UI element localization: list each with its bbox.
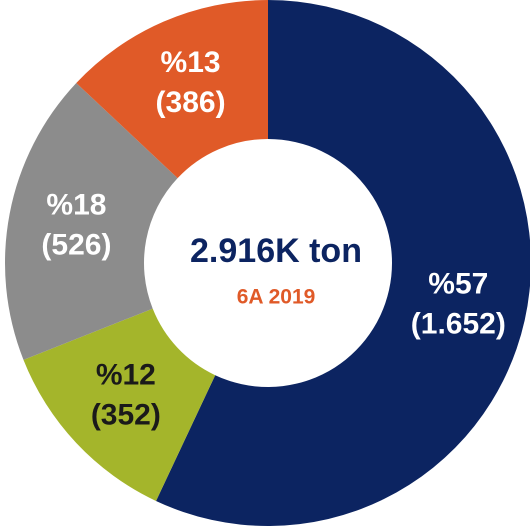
amount-label: (386) — [156, 86, 226, 119]
center-title: 2.916K ton — [190, 232, 362, 270]
center-subtitle: 6A 2019 — [237, 286, 316, 309]
donut-segment — [4, 82, 178, 360]
segments — [4, 0, 530, 526]
donut-segment — [76, 0, 268, 179]
data-label: %13 — [161, 46, 221, 79]
data-label: %18 — [46, 188, 106, 221]
amount-label: (1.652) — [411, 307, 506, 340]
donut-segment — [23, 308, 216, 501]
donut-segment — [156, 0, 530, 526]
amount-label: (526) — [41, 228, 111, 261]
data-label: %57 — [428, 267, 488, 300]
data-label: %12 — [96, 358, 156, 391]
amount-label: (352) — [91, 398, 161, 431]
